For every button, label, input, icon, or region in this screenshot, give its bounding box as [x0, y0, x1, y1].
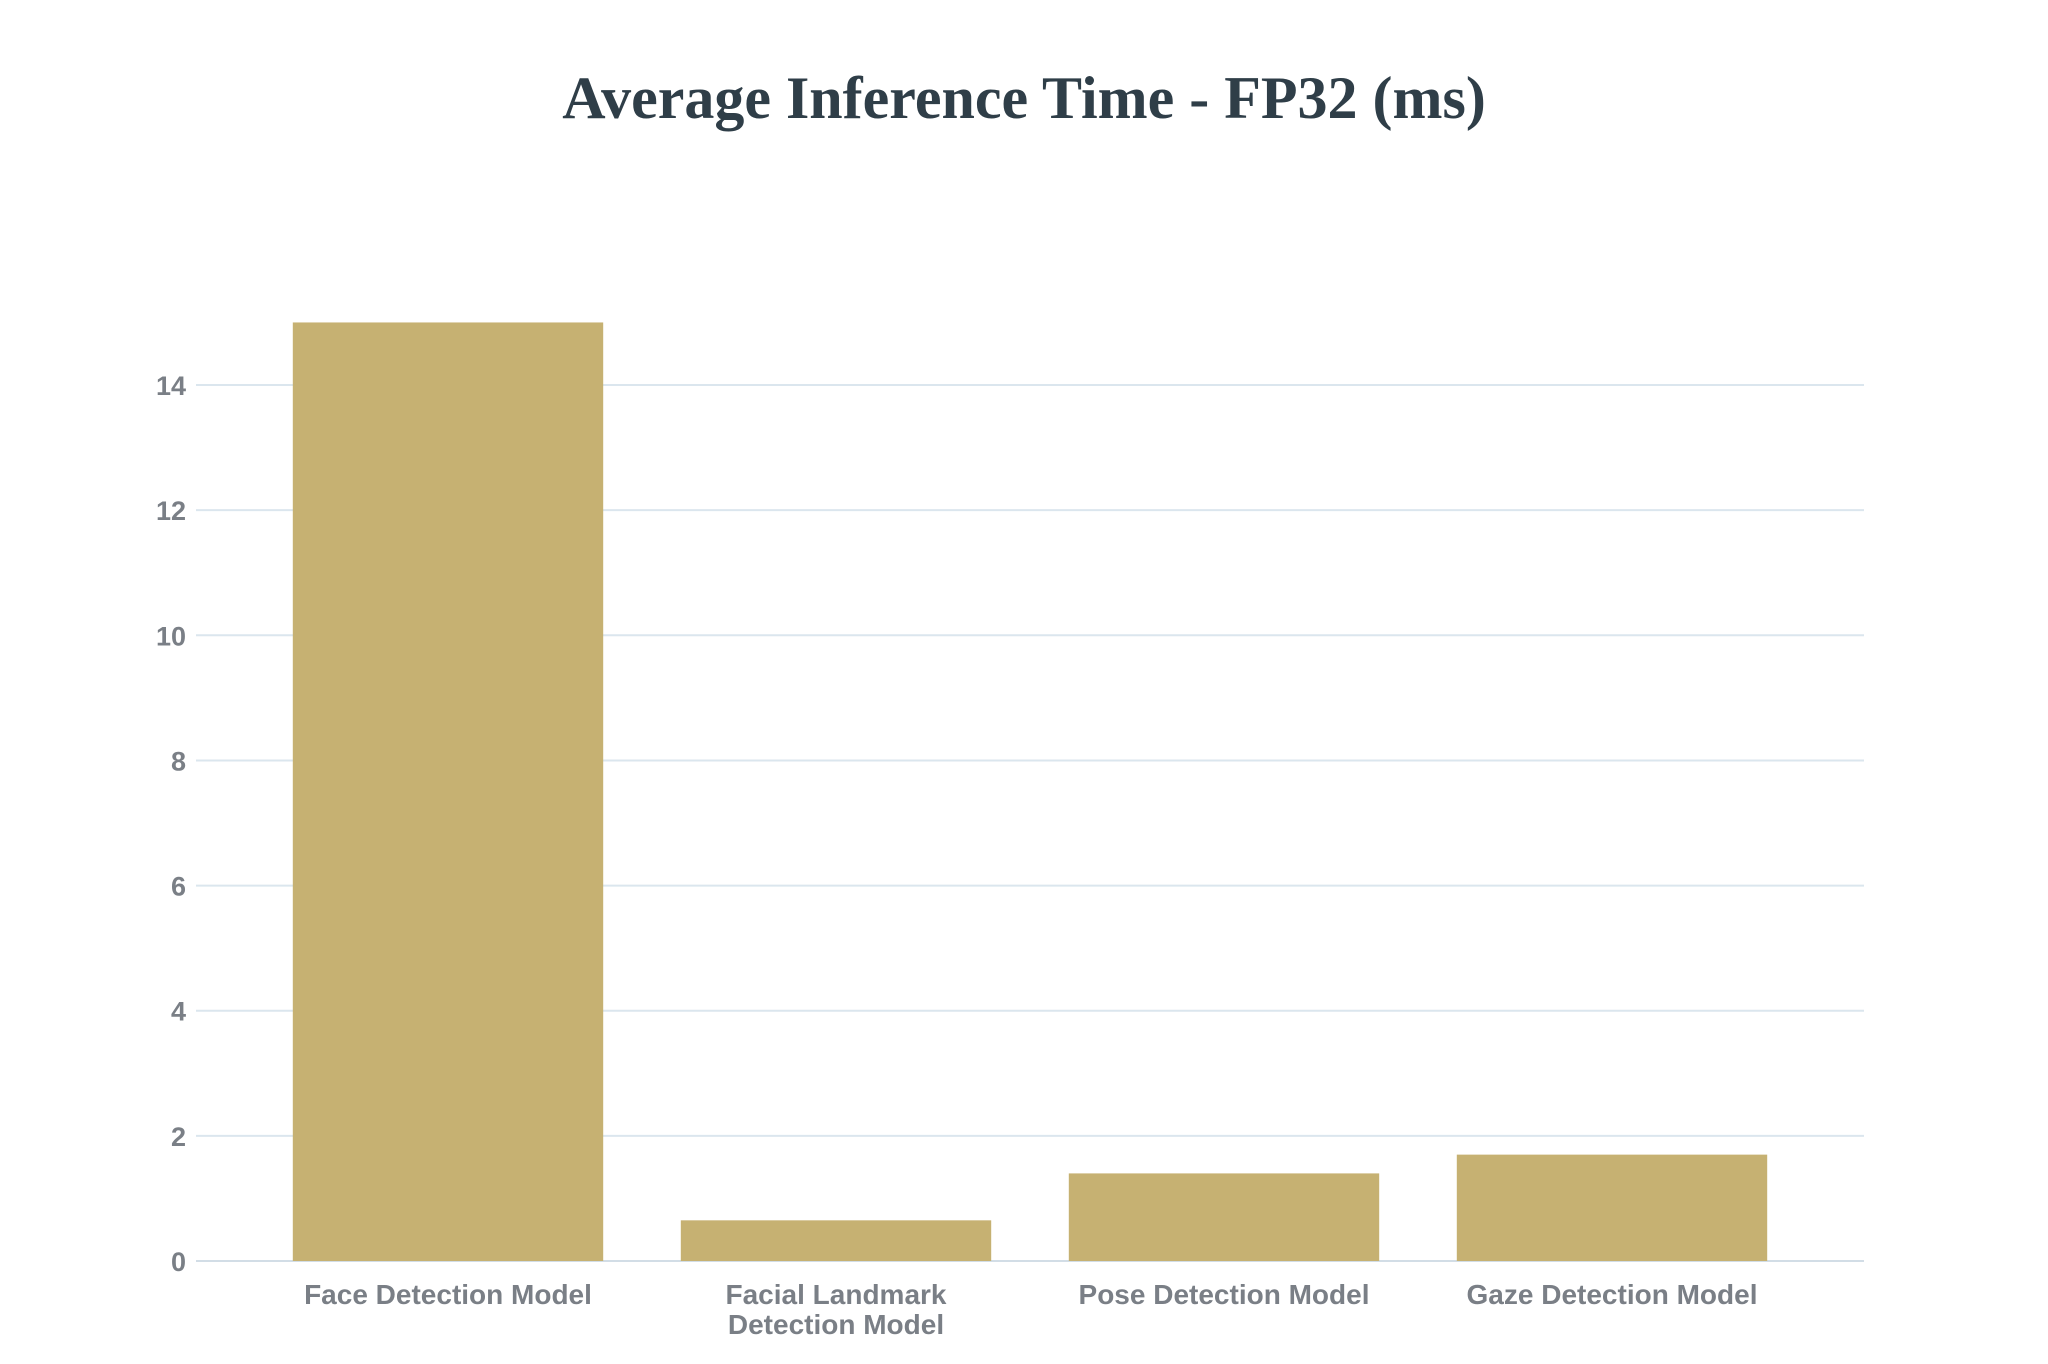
bars [292, 322, 1768, 1261]
y-tick-label: 2 [171, 1122, 186, 1152]
y-tick-label: 6 [171, 872, 186, 902]
bar [292, 322, 604, 1261]
y-tick-label: 8 [171, 746, 186, 776]
bar [1068, 1173, 1380, 1261]
x-tick-label: Facial Landmark Detection Model [726, 1279, 947, 1340]
x-tick-label: Face Detection Model [304, 1279, 592, 1310]
bar [680, 1220, 992, 1261]
y-tick-label: 14 [156, 371, 186, 401]
bar [1456, 1154, 1768, 1261]
y-tick-label: 0 [171, 1247, 186, 1277]
y-tick-label: 12 [156, 496, 186, 526]
y-tick-label: 10 [156, 621, 186, 651]
x-tick-label: Pose Detection Model [1079, 1279, 1370, 1310]
x-axis-labels: Face Detection Model Facial Landmark Detec… [304, 1279, 1757, 1340]
y-axis-ticks: 0 2 4 6 8 10 12 14 [156, 371, 186, 1277]
chart-title: Average Inference Time - FP32 (ms) [562, 65, 1486, 131]
x-tick-label: Gaze Detection Model [1467, 1279, 1758, 1310]
y-tick-label: 4 [171, 997, 186, 1027]
